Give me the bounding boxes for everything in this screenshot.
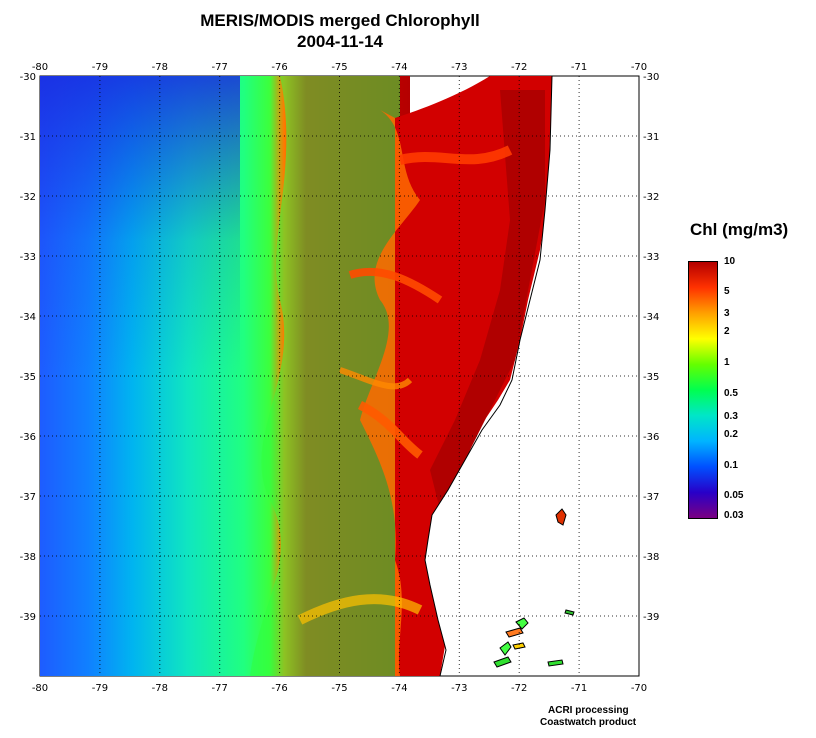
lon-ticks-bottom: -80 -79 -78 -77 -76 -75 -74 -73 -72 -71 -70 (32, 683, 647, 694)
island (564, 609, 575, 616)
islands (493, 508, 575, 668)
lon-tick-label: -70 (631, 683, 647, 694)
lat-lon-grid (40, 76, 639, 676)
lat-tick-label: -39 (643, 612, 659, 623)
lat-tick-label: -39 (20, 612, 36, 623)
lat-tick-label: -37 (643, 492, 659, 503)
credit-processing: ACRI processing (548, 705, 629, 716)
lat-tick-label: -36 (643, 432, 659, 443)
lat-tick-label: -38 (20, 552, 36, 563)
lat-tick-label: -36 (20, 432, 36, 443)
lon-tick-label: -80 (32, 62, 48, 73)
lon-tick-label: -75 (331, 62, 347, 73)
bloom-core (430, 90, 545, 510)
lat-tick-label: -31 (20, 132, 36, 143)
island (493, 656, 512, 668)
lon-tick-label: -71 (571, 683, 587, 694)
lat-tick-label: -33 (643, 252, 659, 263)
lon-tick-label: -76 (271, 62, 287, 73)
lon-tick-label: -71 (571, 62, 587, 73)
island (499, 641, 512, 656)
lon-tick-label: -79 (92, 62, 108, 73)
colorbar-label: 0.5 (724, 388, 738, 400)
lat-tick-label: -34 (643, 312, 659, 323)
lon-tick-label: -74 (391, 62, 407, 73)
filament (297, 594, 423, 625)
colorbar-label: 1 (724, 357, 730, 369)
lat-tick-label: -35 (20, 372, 36, 383)
colorbar-label: 0.03 (724, 510, 744, 521)
lat-ticks-left: -30 -31 -32 -33 -34 -35 -36 -37 -38 -39 (20, 72, 36, 623)
lon-tick-label: -73 (451, 683, 467, 694)
island (547, 659, 564, 667)
lat-tick-label: -34 (20, 312, 36, 323)
colorbar-label: 0.1 (724, 459, 738, 471)
lat-tick-label: -35 (643, 372, 659, 383)
colorbar-label: 10 (724, 256, 736, 267)
colorbar-label: 0.05 (724, 490, 744, 502)
lon-tick-label: -79 (92, 683, 108, 694)
lat-ticks-right: -30 -31 -32 -33 -34 -35 -36 -37 -38 -39 (643, 72, 659, 623)
lat-tick-label: -37 (20, 492, 36, 503)
island (505, 627, 524, 638)
filament (348, 267, 443, 304)
lat-tick-label: -38 (643, 552, 659, 563)
lon-tick-label: -78 (152, 683, 168, 694)
bloom-edge (360, 110, 420, 676)
colorbar-label: 5 (724, 285, 730, 297)
lat-tick-label: -31 (643, 132, 659, 143)
lat-tick-label: -33 (20, 252, 36, 263)
colorbar-label: 2 (724, 326, 730, 338)
lon-tick-label: -70 (631, 62, 647, 73)
colorbar-label: 0.2 (724, 428, 738, 440)
lon-tick-label: -73 (451, 62, 467, 73)
lon-tick-label: -77 (212, 683, 228, 694)
lat-tick-label: -32 (20, 192, 36, 203)
lon-tick-label: -78 (152, 62, 168, 73)
lon-tick-label: -72 (511, 683, 527, 694)
lon-tick-label: -74 (391, 683, 407, 694)
filament (357, 400, 423, 459)
colorbar-label: 0.3 (724, 410, 738, 422)
low-chl-west (40, 76, 240, 376)
island (512, 642, 526, 650)
lon-tick-label: -77 (212, 62, 228, 73)
island (555, 508, 567, 526)
filament (339, 367, 413, 390)
lat-tick-label: -32 (643, 192, 659, 203)
map-title: MERIS/MODIS merged Chlorophyll (200, 11, 480, 30)
filament (398, 145, 513, 165)
lon-tick-label: -72 (511, 62, 527, 73)
colorbar-title: Chl (mg/m3) (690, 220, 789, 239)
lon-tick-label: -76 (271, 683, 287, 694)
colorbar-label: 3 (724, 308, 730, 320)
chlorophyll-map: -80 -79 -78 -77 -76 -75 -74 -73 -72 -71 -70 -80 -79… (20, 62, 660, 694)
lat-tick-label: -30 (643, 72, 659, 83)
map-date: 2004-11-14 (296, 32, 384, 51)
lat-tick-label: -30 (20, 72, 36, 83)
lon-ticks-top: -80 -79 -78 -77 -76 -75 -74 -73 -72 -71 -70 (32, 62, 647, 73)
lon-tick-label: -75 (331, 683, 347, 694)
credit-product: Coastwatch product (540, 717, 637, 728)
lon-tick-label: -80 (32, 683, 48, 694)
colorbar (688, 261, 718, 519)
